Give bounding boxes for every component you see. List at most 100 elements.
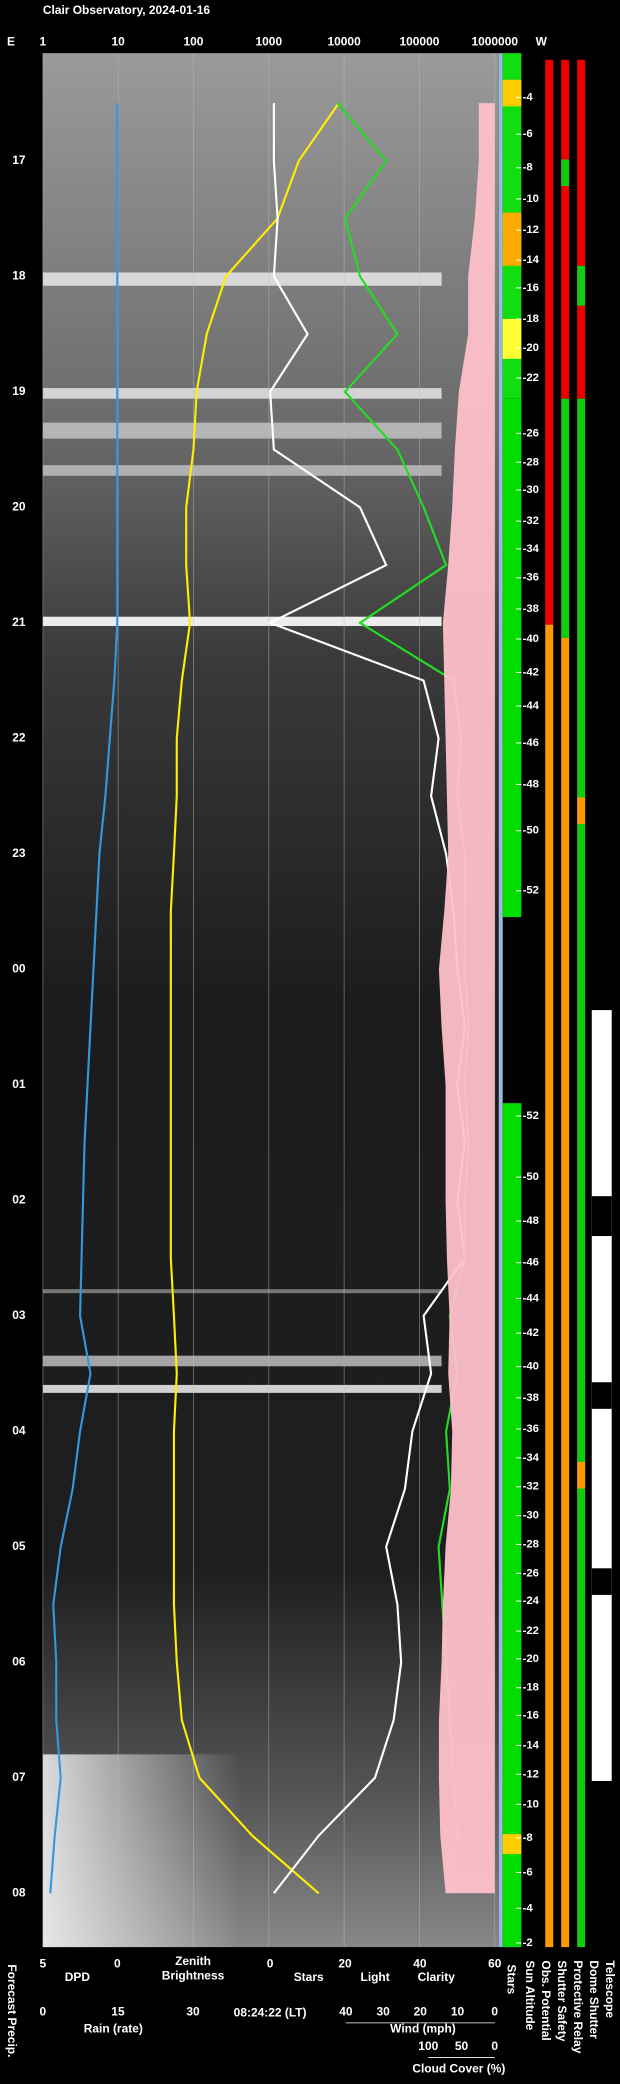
sun-altitude-label: -18 — [523, 313, 539, 325]
status-segment — [561, 637, 570, 1948]
top-tick-label: 1000 — [256, 35, 283, 49]
sun-altitude-label: -34 — [523, 1452, 540, 1464]
status-segment — [502, 79, 522, 107]
series-label: Light — [361, 1970, 390, 1984]
timestamp: 08:24:22 (LT) — [234, 2006, 307, 2020]
sun-altitude-label: -6 — [523, 128, 533, 140]
sun-altitude-label: -18 — [523, 1682, 539, 1694]
cloud-tick-label: 50 — [455, 2039, 469, 2053]
sun-altitude-label: -28 — [523, 1538, 539, 1550]
rain-label: Rain (rate) — [84, 2022, 143, 2036]
cloud-label: Cloud Cover (%) — [412, 2062, 505, 2076]
series-label: Clarity — [418, 1970, 456, 1984]
sun-altitude-label: -12 — [523, 224, 539, 236]
stars-column-label: Stars — [505, 1964, 519, 1994]
sun-altitude-label: -40 — [523, 1361, 539, 1373]
brightness-label: Zenith — [175, 1954, 211, 1968]
time-label: 03 — [12, 1308, 26, 1322]
sun-altitude-label: -26 — [523, 1567, 539, 1579]
sun-altitude-label: -4 — [523, 91, 534, 103]
time-label: 08 — [12, 1885, 26, 1899]
sun-altitude-label: -2 — [523, 1937, 533, 1949]
rain-tick-label: 30 — [186, 2004, 200, 2018]
forecast-label: Forecast Precip. — [5, 1964, 19, 2057]
status-segment — [502, 1834, 522, 1855]
status-segment — [561, 59, 570, 399]
wind-label: Wind (mph) — [390, 2022, 456, 2036]
sun-altitude-label: -46 — [523, 1257, 539, 1269]
sun-altitude-label: -30 — [523, 1510, 539, 1522]
time-label: 05 — [12, 1539, 26, 1553]
rain-tick-label: 0 — [40, 2004, 47, 2018]
time-label: 02 — [12, 1192, 26, 1206]
top-tick-label: 10000 — [327, 35, 361, 49]
dawn-glow — [42, 1754, 243, 1948]
stars-tick-label: 60 — [488, 1957, 502, 1971]
sun-altitude-label: -52 — [523, 1110, 539, 1122]
top-tick-label: 10 — [112, 35, 126, 49]
sun-altitude-label: -52 — [523, 885, 539, 897]
series-line — [49, 103, 119, 1894]
sun-altitude-label: -38 — [523, 603, 539, 615]
column-label: Shutter Safety — [555, 1960, 569, 2041]
time-label: 01 — [12, 1077, 26, 1091]
series-label: Stars — [294, 1970, 324, 1984]
east-label: E — [7, 35, 15, 49]
status-segment — [591, 1382, 612, 1409]
sun-altitude-label: -38 — [523, 1392, 539, 1404]
sun-altitude-label: -8 — [523, 162, 533, 174]
sun-altitude-label: -32 — [523, 515, 539, 527]
status-segment — [577, 1461, 586, 1489]
sun-altitude-label: -50 — [523, 1171, 539, 1183]
sun-altitude-label: -40 — [523, 633, 539, 645]
top-tick-label: 1 — [40, 35, 47, 49]
stars-tick-label: 0 — [267, 1957, 274, 1971]
sun-altitude-label: -24 — [523, 1595, 540, 1607]
brightness-label: Brightness — [162, 1969, 225, 1983]
top-tick-label: 1000000 — [471, 35, 518, 49]
sun-altitude-label: -6 — [523, 1866, 533, 1878]
rain-tick-label: 15 — [111, 2004, 125, 2018]
sun-altitude-label: -48 — [523, 778, 539, 790]
time-label: 06 — [12, 1654, 26, 1668]
sun-altitude-label: -26 — [523, 427, 539, 439]
column-label: Dome Shutter — [587, 1960, 601, 2039]
status-segment — [502, 1103, 522, 1948]
dpd-tick-label: 5 — [40, 1957, 47, 1971]
sun-altitude-label: -4 — [523, 1902, 534, 1914]
sun-altitude-label: -22 — [523, 1625, 539, 1637]
wind-tick-label: 40 — [339, 2004, 353, 2018]
west-label: W — [536, 35, 548, 49]
sun-altitude-label: -46 — [523, 737, 539, 749]
sun-altitude-label: -44 — [523, 1292, 540, 1304]
column-label: Telescope — [603, 1960, 617, 2018]
status-segment — [545, 59, 554, 625]
status-segment — [502, 212, 522, 266]
status-segment — [591, 1568, 612, 1595]
time-label: 23 — [12, 846, 26, 860]
time-label: 20 — [12, 499, 26, 513]
time-label: 21 — [12, 615, 26, 629]
time-label: 00 — [12, 961, 26, 975]
sun-altitude-label: -36 — [523, 1423, 539, 1435]
sun-altitude-label: -28 — [523, 456, 539, 468]
title: Clair Observatory, 2024-01-16 — [43, 3, 211, 17]
wind-tick-label: 30 — [376, 2004, 390, 2018]
sun-altitude-label: -10 — [523, 1798, 539, 1810]
sun-altitude-label: -14 — [523, 254, 540, 266]
time-label: 22 — [12, 730, 26, 744]
sun-altitude-label: -16 — [523, 1709, 539, 1721]
column-label: Sun Altitude — [523, 1960, 537, 2030]
status-segment — [577, 797, 586, 825]
top-tick-label: 100 — [184, 35, 204, 49]
time-label: 19 — [12, 384, 26, 398]
column-label: Protective Relay — [571, 1960, 585, 2053]
top-tick-label: 100000 — [399, 35, 439, 49]
wind-tick-label: 20 — [414, 2004, 428, 2018]
wind-tick-label: 0 — [491, 2004, 498, 2018]
sun-altitude-label: -32 — [523, 1481, 539, 1493]
sun-altitude-label: -42 — [523, 666, 539, 678]
time-label: 18 — [12, 268, 26, 282]
sky-image — [42, 53, 499, 1948]
